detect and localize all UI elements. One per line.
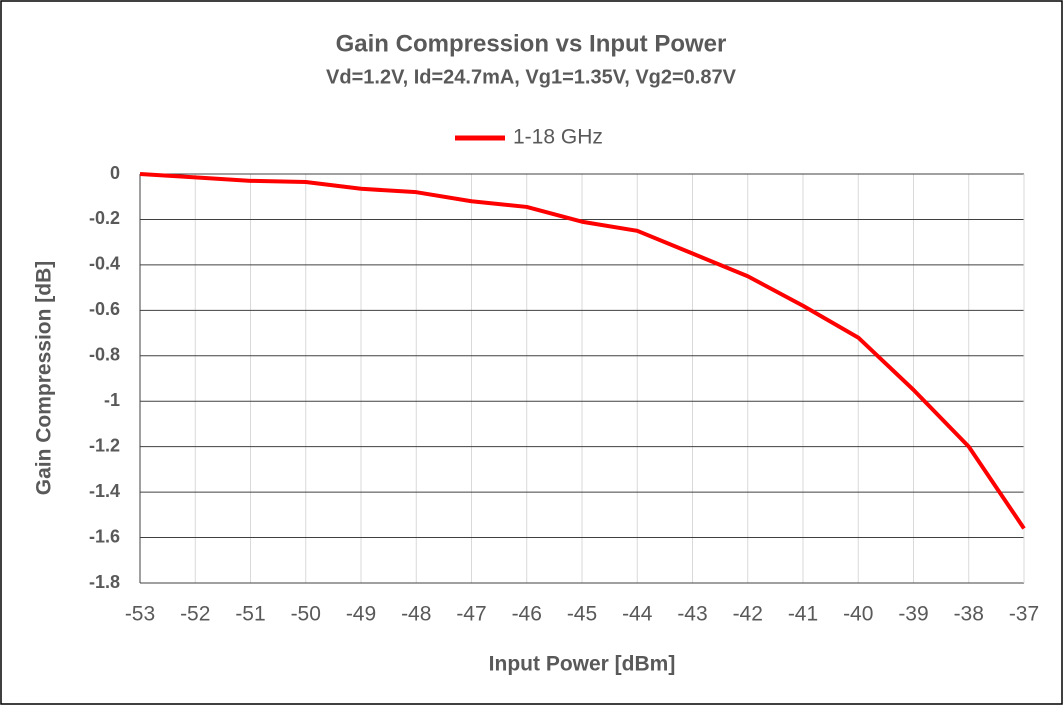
- x-tick-label: -43: [677, 603, 707, 626]
- y-tick-label: -1.4: [89, 481, 120, 501]
- x-tick-label: -46: [512, 603, 542, 626]
- x-tick-label: -48: [401, 603, 431, 626]
- x-tick-label: -38: [954, 603, 984, 626]
- x-tick-label: -40: [843, 603, 873, 626]
- x-tick-label: -37: [1009, 603, 1039, 626]
- x-tick-label: -49: [346, 603, 376, 626]
- data-line: [139, 172, 1026, 530]
- y-tick-label: -1.6: [89, 526, 120, 546]
- chart-title: Gain Compression vs Input Power: [336, 30, 727, 57]
- x-tick-label: -52: [180, 603, 210, 626]
- chart-subtitle: Vd=1.2V, Id=24.7mA, Vg1=1.35V, Vg2=0.87V: [326, 66, 737, 88]
- x-tick-label: -50: [291, 603, 321, 626]
- x-tick-label: -45: [567, 603, 597, 626]
- x-axis-title: Input Power [dBm]: [489, 653, 676, 676]
- x-tick-label: -42: [733, 603, 763, 626]
- y-tick-label: -0.2: [89, 208, 120, 228]
- legend-label: 1-18 GHz: [513, 126, 603, 149]
- x-tick-label: -51: [235, 603, 265, 626]
- y-tick-label: -0.4: [89, 254, 120, 274]
- y-tick-label: 0: [110, 163, 120, 183]
- x-tick-label: -39: [898, 603, 928, 626]
- x-tick-label: -53: [125, 603, 155, 626]
- y-tick-label: -0.6: [89, 299, 120, 319]
- y-tick-label: -0.8: [89, 345, 120, 365]
- x-tick-label: -47: [456, 603, 486, 626]
- y-tick-label: -1.8: [89, 572, 120, 592]
- y-tick-label: -1: [104, 390, 120, 410]
- y-tick-label: -1.2: [89, 435, 120, 455]
- x-tick-label: -44: [622, 603, 653, 626]
- y-axis-title: Gain Compression [dB]: [33, 261, 56, 496]
- x-tick-label: -41: [788, 603, 818, 626]
